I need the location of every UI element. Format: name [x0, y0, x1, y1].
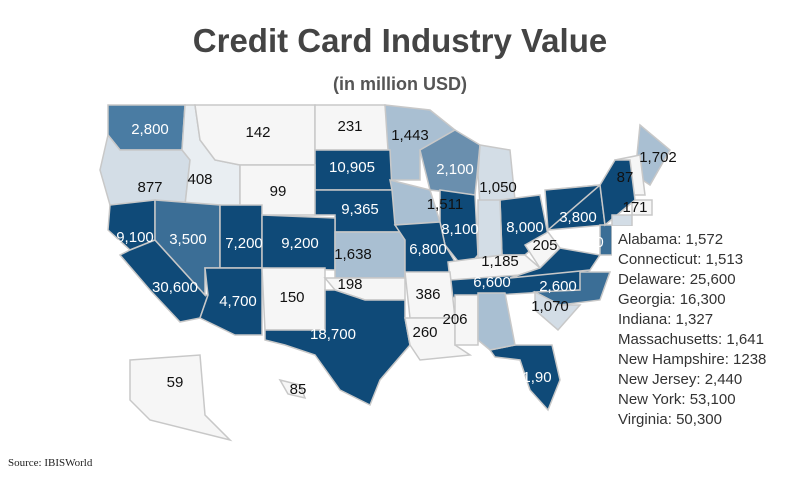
region-label: 87: [617, 169, 634, 186]
region-label: 99: [270, 183, 287, 200]
list-item: Alabama: 1,572: [618, 231, 723, 248]
region-label: 1,702: [639, 149, 677, 166]
region-label: 10,905: [329, 159, 375, 176]
region: [129, 354, 233, 442]
region-label: 171: [622, 199, 647, 216]
region: [611, 214, 633, 227]
region-label: 260: [412, 324, 437, 341]
region-label: 1,638: [334, 246, 372, 263]
region-label: 6,800: [409, 241, 447, 258]
region-label: 2,100: [436, 161, 474, 178]
region: [488, 344, 561, 412]
region-label: 150: [279, 289, 304, 306]
list-item: Delaware: 25,600: [618, 271, 736, 288]
region-label: 1,185: [481, 253, 519, 270]
region-label: 142: [245, 124, 270, 141]
region-label: 206: [442, 311, 467, 328]
region-label: 1,070: [531, 298, 569, 315]
list-item: Massachusetts: 1,641: [618, 331, 764, 348]
region-label: 198: [337, 276, 362, 293]
list-item: Indiana: 1,327: [618, 311, 713, 328]
region-label: 8,000: [566, 234, 604, 251]
region-label: 1,443: [391, 127, 429, 144]
region-label: 30,600: [152, 279, 198, 296]
region-label: 85: [290, 381, 307, 398]
region-label: 231: [337, 118, 362, 135]
region: [534, 290, 582, 332]
region-label: 6,600: [473, 274, 511, 291]
region: [419, 129, 481, 196]
region-label: 1,050: [479, 179, 517, 196]
region-label: 8,100: [441, 221, 479, 238]
region-label: 7,200: [225, 235, 263, 252]
list-item: Connecticut: 1,513: [618, 251, 743, 268]
region-label: 59: [167, 374, 184, 391]
region-label: 9,100: [116, 229, 154, 246]
region: [454, 294, 479, 346]
map: [99, 104, 671, 442]
region-label: 1,90: [522, 369, 551, 386]
region: [264, 289, 411, 407]
region-label: 2,800: [131, 121, 169, 138]
region-label: 4,700: [219, 293, 257, 310]
region-label: 3,800: [559, 209, 597, 226]
list-item: New Jersey: 2,440: [618, 371, 742, 388]
region-label: 18,700: [310, 326, 356, 343]
region-label: 9,200: [281, 235, 319, 252]
region-label: 1,511: [427, 196, 463, 213]
region: [544, 159, 636, 232]
state-list: Alabama: 1,572 Connecticut: 1,513 Delaware…: [612, 226, 800, 431]
region: [477, 144, 516, 206]
region-label: 9,365: [341, 201, 379, 218]
region: [477, 199, 503, 259]
region-label: 3,500: [169, 231, 207, 248]
title: Credit Card Industry Value: [193, 22, 607, 59]
map-labels: 2,800 877 408 142 231 1,443 2,100 1,050 1,702 87 1…: [116, 118, 677, 398]
region: [477, 292, 516, 351]
list-item: Georgia: 16,300: [618, 291, 726, 308]
region: [278, 378, 307, 400]
list-item: Virginia: 50,300: [618, 411, 722, 428]
list-item: New Hampshire: 1238: [618, 351, 766, 368]
region-label: 205: [532, 237, 557, 254]
region-label: 877: [137, 179, 162, 196]
list-background: [612, 226, 800, 431]
list-item: New York: 53,100: [618, 391, 736, 408]
region: [509, 247, 602, 279]
region: [631, 199, 653, 216]
region-label: 408: [187, 171, 212, 188]
region-label: 386: [415, 286, 440, 303]
source: Source: IBISWorld: [8, 457, 93, 469]
region-label: 2,600: [539, 278, 577, 295]
subtitle: (in million USD): [333, 74, 467, 94]
region-label: 8,000: [506, 219, 544, 236]
